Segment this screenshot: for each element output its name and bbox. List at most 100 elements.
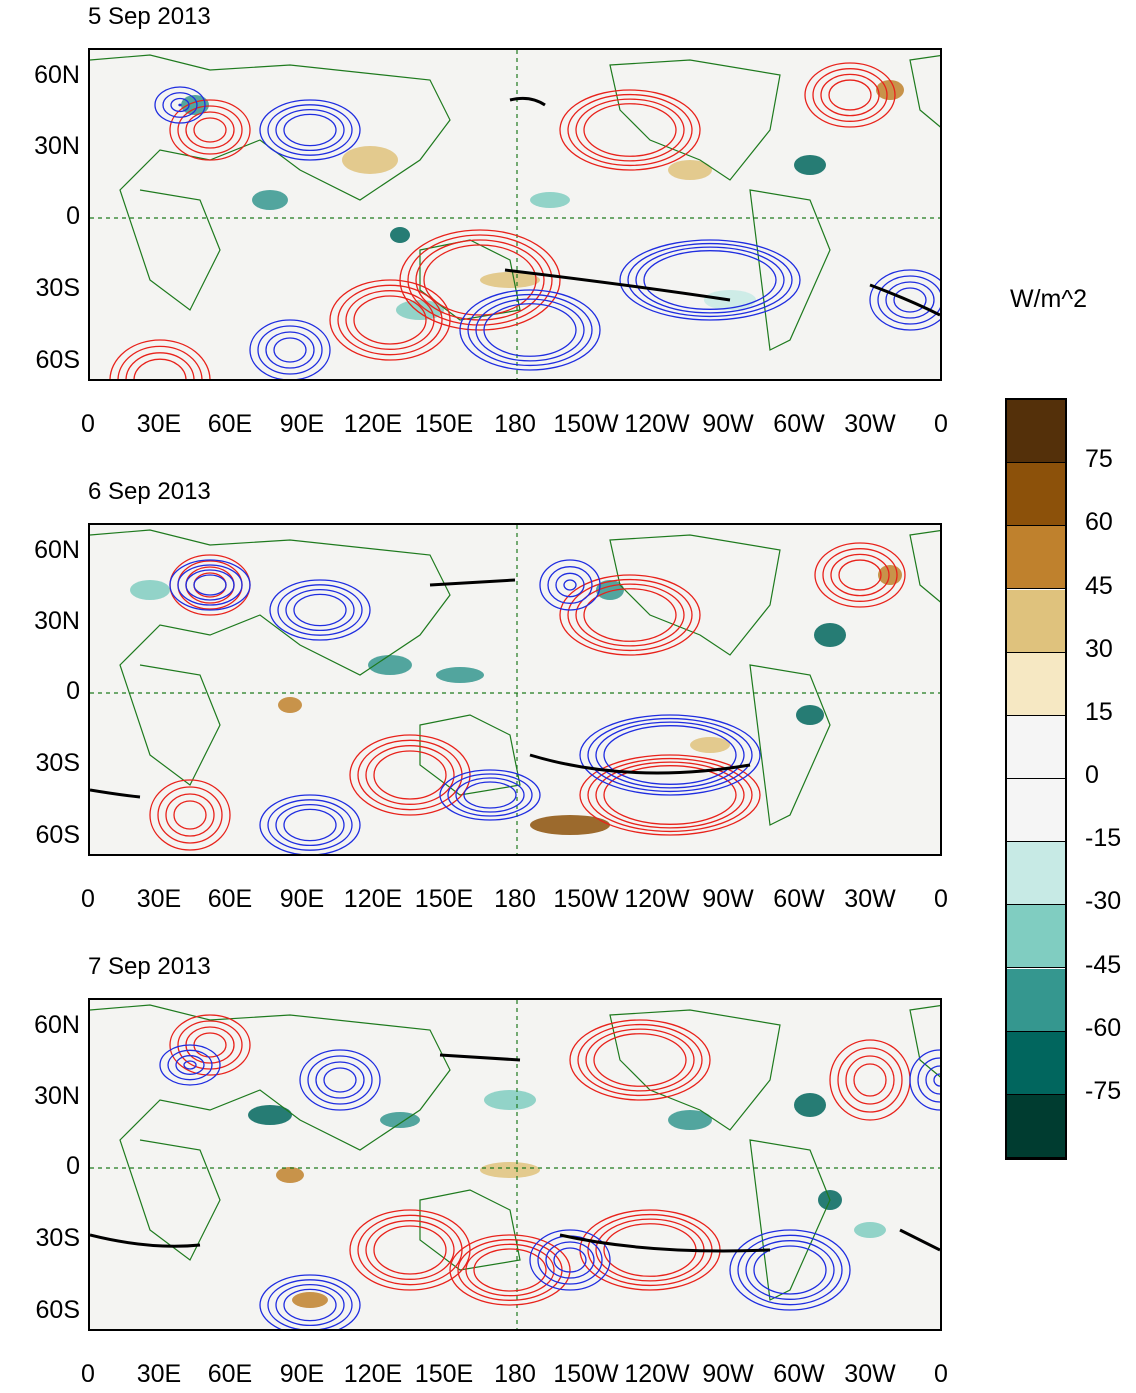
colorbar-swatch (1007, 589, 1065, 653)
coastline (909, 529, 940, 603)
zero-contour (90, 788, 141, 799)
lat-tick-label: 30N (34, 132, 80, 160)
colorbar-swatch (1007, 779, 1065, 843)
lat-tick-label: 60S (35, 821, 80, 849)
coastline (609, 59, 781, 181)
lon-tick-label: 150E (414, 885, 474, 913)
colorbar-label: 30 (1085, 634, 1113, 663)
lon-tick-label: 30W (844, 410, 896, 438)
colorbar-label: 60 (1085, 508, 1113, 537)
coastline (90, 54, 451, 311)
positive-contours (109, 62, 896, 379)
shading-blob (276, 1167, 304, 1183)
lon-tick-label: 180 (494, 1360, 536, 1388)
lon-tick-label: 120E (343, 410, 403, 438)
colorbar-label: -45 (1085, 950, 1122, 979)
coastlines (90, 1004, 940, 1301)
negative-contours (159, 1044, 940, 1329)
lat-tick-label: 30S (35, 749, 80, 777)
lon-tick-label: 90W (702, 410, 754, 438)
colorbar-swatch (1007, 526, 1065, 590)
colorbar-label: 0 (1085, 761, 1099, 789)
lon-tick-label: 60E (207, 410, 253, 438)
lon-tick-label: 30E (136, 1360, 182, 1388)
lat-tick-label: 30S (35, 1224, 80, 1252)
shading-blob (368, 655, 412, 675)
colorbar-label: -30 (1085, 887, 1122, 916)
shading-blob (436, 667, 484, 683)
negative-contours (169, 559, 761, 854)
shading-blob (248, 1105, 292, 1125)
lon-tick-label: 60W (773, 410, 825, 438)
colorbar (1005, 398, 1067, 1160)
coastline (90, 1004, 451, 1261)
panel-title-1: 5 Sep 2013 (88, 3, 211, 30)
coastline (609, 534, 781, 656)
coastline (749, 664, 831, 826)
lon-tick-label: 60E (207, 885, 253, 913)
shading-blob (814, 623, 846, 647)
coastline (749, 189, 831, 351)
colorbar-units: W/m^2 (1010, 285, 1088, 313)
lat-tick-label: 30S (35, 274, 80, 302)
shading-blob (668, 1110, 712, 1130)
colorbar-swatch (1007, 905, 1065, 969)
lon-tick-label: 0 (934, 410, 948, 438)
lon-tick-label: 150E (414, 1360, 474, 1388)
map-panel-3 (88, 998, 942, 1331)
lon-tick-label: 30E (136, 885, 182, 913)
coastline (609, 1009, 781, 1131)
lon-tick-label: 150W (553, 1360, 619, 1388)
lat-tick-label: 30N (34, 1082, 80, 1110)
shading-blob (480, 1162, 540, 1178)
lon-tick-label: 180 (494, 410, 536, 438)
lon-tick-label: 30W (844, 885, 896, 913)
lon-tick-label: 90W (702, 885, 754, 913)
lon-tick-label: 30W (844, 1360, 896, 1388)
shading-blob (690, 737, 730, 753)
lon-tick-label: 150W (553, 410, 619, 438)
shading-blob (278, 697, 302, 713)
shading-blob (530, 192, 570, 208)
shading-blob (530, 815, 610, 835)
lon-tick-label: 90E (279, 410, 325, 438)
shading-blob (484, 1090, 536, 1110)
lon-tick-label: 120E (343, 885, 403, 913)
coastline (909, 54, 940, 128)
lat-tick-label: 0 (66, 677, 80, 705)
lon-tick-label: 0 (81, 410, 95, 438)
zero-contour (559, 1233, 771, 1253)
lat-tick-label: 60S (35, 1296, 80, 1324)
lat-tick-label: 60S (35, 346, 80, 374)
map-layer (90, 50, 940, 379)
shading-blob (876, 80, 904, 100)
panel-title-3: 7 Sep 2013 (88, 953, 211, 980)
lat-tick-label: 60N (34, 536, 80, 564)
colorbar-swatch (1007, 715, 1065, 779)
lon-tick-label: 90W (702, 1360, 754, 1388)
lon-tick-label: 0 (934, 885, 948, 913)
colorbar-label: 75 (1085, 445, 1113, 474)
lon-tick-label: 90E (279, 885, 325, 913)
zero-contour (439, 1053, 521, 1062)
lat-tick-label: 0 (66, 1152, 80, 1180)
lon-tick-label: 90E (279, 1360, 325, 1388)
zero-contours (90, 578, 751, 799)
colorbar-label: -60 (1085, 1013, 1122, 1042)
coastline (419, 714, 521, 796)
zero-contour (899, 1228, 940, 1252)
shading-blob (292, 1292, 328, 1308)
lon-tick-label: 30E (136, 410, 182, 438)
lat-tick-label: 30N (34, 607, 80, 635)
coastline (749, 1139, 831, 1301)
lon-tick-label: 150W (553, 885, 619, 913)
positive-contours (149, 542, 906, 851)
lon-tick-label: 0 (934, 1360, 948, 1388)
zero-contour (429, 578, 516, 587)
shading-blob (130, 580, 170, 600)
lon-tick-label: 0 (81, 885, 95, 913)
lon-tick-label: 120W (624, 410, 690, 438)
lon-tick-label: 60E (207, 1360, 253, 1388)
colorbar-label: -15 (1085, 824, 1122, 853)
shading-blob (396, 300, 444, 320)
